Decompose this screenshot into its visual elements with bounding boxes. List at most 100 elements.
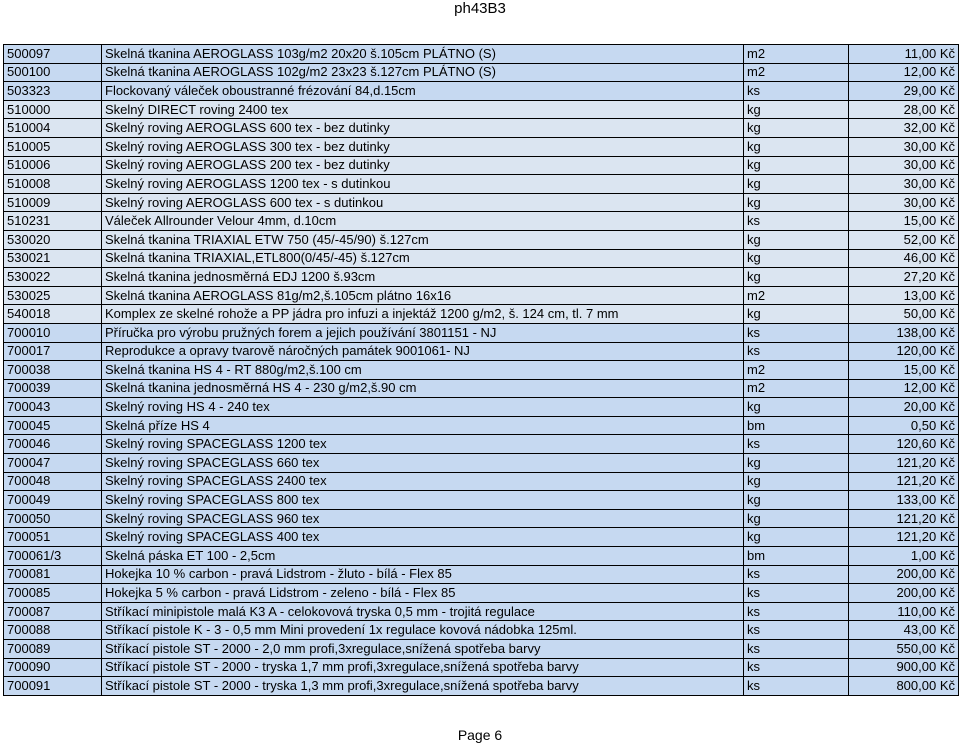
code-cell: 510231 [3, 211, 102, 231]
price-cell: 43,00 Kč [848, 620, 959, 640]
table-row: 700061/3 Skelná páska ET 100 - 2,5cm bm 1,0… [3, 546, 959, 566]
name-cell: Stříkací minipistole malá K3 A - celokov… [101, 601, 744, 622]
code-cell: 700017 [3, 341, 102, 362]
price-cell: 121,20 Kč [848, 508, 959, 529]
table-row: 700045 Skelná příze HS 4 bm 0,50 Kč [3, 415, 959, 436]
code-cell: 700050 [3, 508, 102, 529]
code-cell: 700091 [3, 676, 102, 696]
name-cell: Skelný roving SPACEGLASS 1200 tex [101, 434, 744, 455]
unit-cell: kg [743, 490, 849, 510]
unit-cell: kg [743, 248, 849, 269]
name-cell: Skelný roving AEROGLASS 300 tex - bez du… [101, 136, 744, 157]
code-cell: 530025 [3, 285, 102, 306]
table-row: 530021 Skelná tkanina TRIAXIAL,ETL800(0/4… [3, 248, 959, 269]
code-cell: 700085 [3, 583, 102, 603]
unit-cell: m2 [743, 44, 849, 64]
table-row: 500097 Skelná tkanina AEROGLASS 103g/m2 2… [3, 44, 959, 64]
code-cell: 500097 [3, 44, 102, 64]
name-cell: Skelná tkanina jednosměrná EDJ 1200 š.93… [101, 267, 744, 287]
price-cell: 900,00 Kč [848, 657, 959, 678]
price-cell: 29,00 Kč [848, 81, 959, 101]
unit-cell: ks [743, 657, 849, 678]
code-cell: 500100 [3, 62, 102, 83]
name-cell: Skelný roving AEROGLASS 600 tex - bez du… [101, 118, 744, 138]
table-row: 530020 Skelná tkanina TRIAXIAL ETW 750 (4… [3, 229, 959, 250]
price-cell: 28,00 Kč [848, 99, 959, 120]
price-cell: 120,60 Kč [848, 434, 959, 455]
price-table-body: 500097 Skelná tkanina AEROGLASS 103g/m2 2… [3, 44, 959, 696]
price-cell: 121,20 Kč [848, 471, 959, 492]
price-cell: 550,00 Kč [848, 639, 959, 659]
table-row: 700085 Hokejka 5 % carbon - pravá Lidstro… [3, 583, 959, 603]
name-cell: Skelný roving HS 4 - 240 tex [101, 397, 744, 417]
table-row: 700089 Stříkací pistole ST - 2000 - 2,0 m… [3, 639, 959, 659]
code-cell: 700048 [3, 471, 102, 492]
price-cell: 50,00 Kč [848, 304, 959, 324]
code-cell: 530021 [3, 248, 102, 269]
price-table: 500097 Skelná tkanina AEROGLASS 103g/m2 2… [3, 44, 959, 696]
name-cell: Hokejka 10 % carbon - pravá Lidstrom - ž… [101, 564, 744, 585]
unit-cell: m2 [743, 285, 849, 306]
table-row: 700049 Skelný roving SPACEGLASS 800 tex kg… [3, 490, 959, 510]
table-row: 510004 Skelný roving AEROGLASS 600 tex - … [3, 118, 959, 138]
price-cell: 120,00 Kč [848, 341, 959, 362]
unit-cell: kg [743, 99, 849, 120]
name-cell: Reprodukce a opravy tvarově náročných pa… [101, 341, 744, 362]
table-row: 530025 Skelná tkanina AEROGLASS 81g/m2,š.… [3, 285, 959, 306]
table-row: 700043 Skelný roving HS 4 - 240 tex kg 20,0… [3, 397, 959, 417]
code-cell: 700089 [3, 639, 102, 659]
price-cell: 12,00 Kč [848, 62, 959, 83]
code-cell: 540018 [3, 304, 102, 324]
code-cell: 700061/3 [3, 546, 102, 566]
code-cell: 700090 [3, 657, 102, 678]
unit-cell: ks [743, 434, 849, 455]
table-row: 700048 Skelný roving SPACEGLASS 2400 tex k… [3, 471, 959, 492]
price-cell: 30,00 Kč [848, 192, 959, 213]
unit-cell: kg [743, 304, 849, 324]
table-row: 700047 Skelný roving SPACEGLASS 660 tex kg… [3, 453, 959, 473]
unit-cell: ks [743, 322, 849, 343]
unit-cell: m2 [743, 62, 849, 83]
name-cell: Skelná tkanina AEROGLASS 102g/m2 23x23 š… [101, 62, 744, 83]
table-row: 500100 Skelná tkanina AEROGLASS 102g/m2 2… [3, 62, 959, 83]
code-cell: 700010 [3, 322, 102, 343]
code-cell: 700049 [3, 490, 102, 510]
price-cell: 133,00 Kč [848, 490, 959, 510]
table-row: 700051 Skelný roving SPACEGLASS 400 tex kg… [3, 527, 959, 548]
table-row: 700050 Skelný roving SPACEGLASS 960 tex kg… [3, 508, 959, 529]
price-cell: 46,00 Kč [848, 248, 959, 269]
table-row: 700091 Stříkací pistole ST - 2000 - trysk… [3, 676, 959, 696]
price-cell: 15,00 Kč [848, 211, 959, 231]
code-cell: 700045 [3, 415, 102, 436]
name-cell: Stříkací pistole K - 3 - 0,5 mm Mini pro… [101, 620, 744, 640]
price-cell: 32,00 Kč [848, 118, 959, 138]
unit-cell: kg [743, 508, 849, 529]
price-cell: 30,00 Kč [848, 174, 959, 194]
name-cell: Skelná tkanina AEROGLASS 103g/m2 20x20 š… [101, 44, 744, 64]
unit-cell: kg [743, 527, 849, 548]
unit-cell: ks [743, 639, 849, 659]
name-cell: Skelný roving SPACEGLASS 660 tex [101, 453, 744, 473]
unit-cell: m2 [743, 378, 849, 399]
unit-cell: kg [743, 136, 849, 157]
name-cell: Skelný roving SPACEGLASS 400 tex [101, 527, 744, 548]
code-cell: 700039 [3, 378, 102, 399]
name-cell: Stříkací pistole ST - 2000 - tryska 1,3 … [101, 676, 744, 696]
table-row: 700090 Stříkací pistole ST - 2000 - trysk… [3, 657, 959, 678]
table-row: 700088 Stříkací pistole K - 3 - 0,5 mm Mi… [3, 620, 959, 640]
price-cell: 200,00 Kč [848, 564, 959, 585]
name-cell: Skelný roving AEROGLASS 1200 tex - s dut… [101, 174, 744, 194]
price-cell: 30,00 Kč [848, 136, 959, 157]
unit-cell: ks [743, 583, 849, 603]
table-row: 700039 Skelná tkanina jednosměrná HS 4 - … [3, 378, 959, 399]
unit-cell: ks [743, 211, 849, 231]
table-row: 510000 Skelný DIRECT roving 2400 tex kg 28,… [3, 99, 959, 120]
code-cell: 510004 [3, 118, 102, 138]
table-row: 700081 Hokejka 10 % carbon - pravá Lidstr… [3, 564, 959, 585]
table-row: 510231 Váleček Allrounder Velour 4mm, d.1… [3, 211, 959, 231]
name-cell: Skelná tkanina jednosměrná HS 4 - 230 g/… [101, 378, 744, 399]
name-cell: Skelná tkanina TRIAXIAL ETW 750 (45/-45/… [101, 229, 744, 250]
unit-cell: kg [743, 397, 849, 417]
price-cell: 13,00 Kč [848, 285, 959, 306]
code-cell: 700038 [3, 360, 102, 380]
